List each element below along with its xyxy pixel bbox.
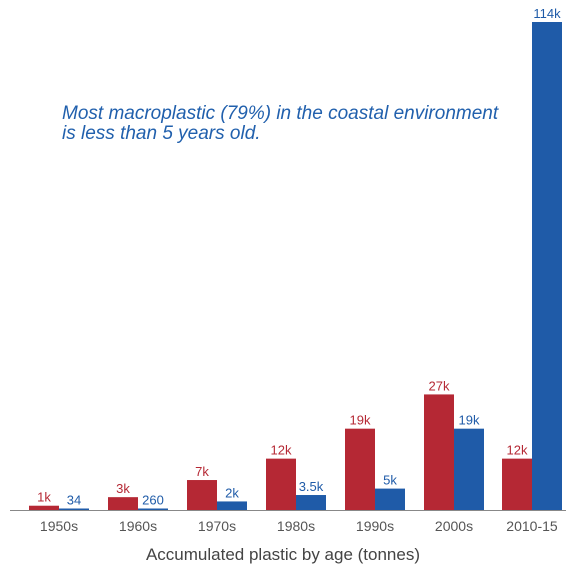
data-label-1950s-series-1: 1k xyxy=(37,490,51,505)
data-label-1980s-series-2: 3.5k xyxy=(299,479,324,494)
x-tick-label-2010-15: 2010-15 xyxy=(506,518,558,534)
data-label-1960s-series-1: 3k xyxy=(116,481,130,496)
x-tick-label-2000s: 2000s xyxy=(435,518,473,534)
bar-2010-15-series-2 xyxy=(532,22,562,510)
bar-1990s-series-1 xyxy=(345,428,375,510)
chart-annotation: Most macroplastic (79%) in the coastal e… xyxy=(62,103,499,144)
bar-1960s-series-1 xyxy=(108,497,138,510)
data-label-2010-15-series-1: 12k xyxy=(507,443,528,458)
data-label-1950s-series-2: 34 xyxy=(67,493,81,508)
data-label-1990s-series-2: 5k xyxy=(383,473,397,488)
data-label-1990s-series-1: 19k xyxy=(350,413,371,428)
x-tick-label-1970s: 1970s xyxy=(198,518,236,534)
bar-1950s-series-2 xyxy=(59,508,89,510)
data-label-2000s-series-2: 19k xyxy=(459,413,480,428)
bar-1970s-series-2 xyxy=(217,501,247,510)
x-tick-label-1990s: 1990s xyxy=(356,518,394,534)
x-tick-label-1960s: 1960s xyxy=(119,518,157,534)
bar-1950s-series-1 xyxy=(29,505,59,510)
x-tick-label-1980s: 1980s xyxy=(277,518,315,534)
x-tick-label-1950s: 1950s xyxy=(40,518,78,534)
bar-1980s-series-1 xyxy=(266,458,296,510)
data-label-1970s-series-1: 7k xyxy=(195,464,209,479)
bar-1980s-series-2 xyxy=(296,495,326,510)
x-axis-label: Accumulated plastic by age (tonnes) xyxy=(145,545,421,564)
bar-1990s-series-2 xyxy=(375,488,405,510)
data-label-2000s-series-1: 27k xyxy=(429,378,450,393)
data-label-1970s-series-2: 2k xyxy=(225,485,239,500)
bar-2000s-series-2 xyxy=(454,428,484,510)
data-label-1960s-series-2: 260 xyxy=(142,493,164,508)
bar-1970s-series-1 xyxy=(187,480,217,510)
data-label-1980s-series-1: 12k xyxy=(271,443,292,458)
data-label-2010-15-series-2: 114k xyxy=(533,6,561,21)
bar-1960s-series-2 xyxy=(138,508,168,510)
bar-2010-15-series-1 xyxy=(502,458,532,510)
bar-2000s-series-1 xyxy=(424,394,454,510)
